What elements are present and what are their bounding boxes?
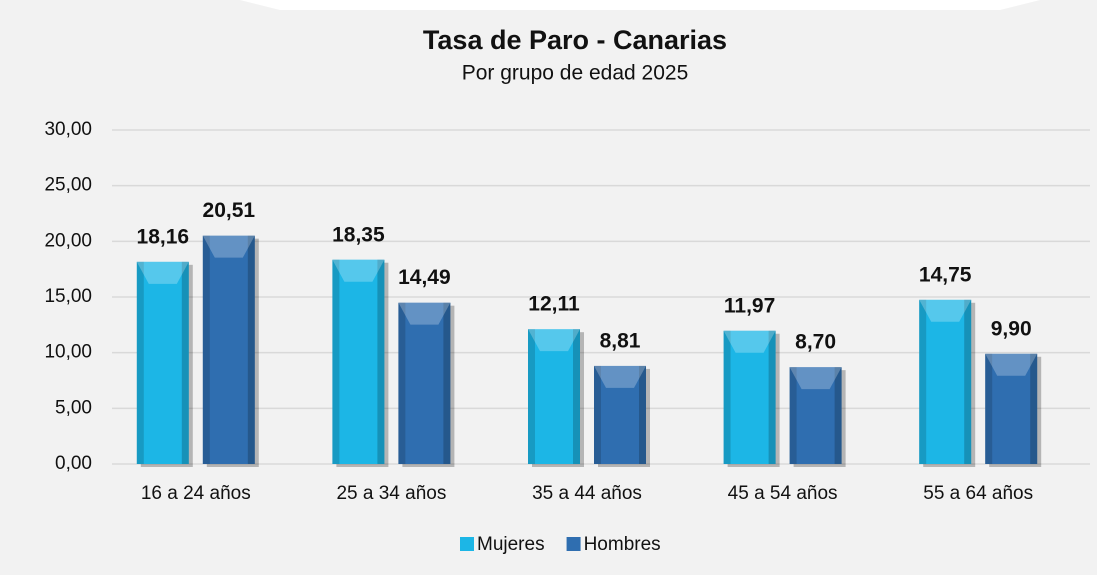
bar-edge <box>332 259 340 464</box>
bar <box>594 365 646 464</box>
x-tick-label: 45 a 54 años <box>728 483 838 504</box>
bar <box>202 235 255 464</box>
bar-edge <box>594 365 601 464</box>
bar-edge <box>964 299 972 464</box>
y-tick-label: 5,00 <box>55 397 92 418</box>
bar-edge <box>789 367 797 464</box>
bar <box>919 299 972 464</box>
bar-bevel <box>332 259 385 282</box>
chart-title: Tasa de Paro - Canarias <box>423 25 727 55</box>
bar-bevel <box>594 365 646 388</box>
data-label: 11,97 <box>724 294 775 317</box>
data-label: 9,90 <box>991 317 1032 340</box>
bar <box>985 353 1038 464</box>
data-label: 12,11 <box>528 293 580 316</box>
y-tick-label: 10,00 <box>44 342 92 363</box>
bar-edge <box>247 235 255 464</box>
bar-bevel <box>985 353 1038 376</box>
bar <box>398 302 451 464</box>
bar-edge <box>377 259 385 464</box>
x-tick-label: 35 a 44 años <box>532 483 642 504</box>
y-tick-label: 25,00 <box>44 175 92 196</box>
legend-label: Hombres <box>584 534 661 555</box>
decoration <box>240 0 1040 10</box>
bar <box>789 367 842 464</box>
bar-edge <box>768 330 776 464</box>
bar <box>528 329 580 464</box>
y-tick-label: 15,00 <box>44 286 92 307</box>
y-tick-label: 30,00 <box>44 119 92 140</box>
bar-edge <box>443 302 451 464</box>
data-label: 8,81 <box>600 329 641 352</box>
data-label: 20,51 <box>203 199 256 222</box>
bar-bevel <box>919 299 972 322</box>
bar <box>136 261 189 464</box>
bar-bevel <box>723 330 776 353</box>
bar <box>332 259 385 464</box>
legend-label: Mujeres <box>477 534 545 555</box>
legend-swatch <box>566 537 581 551</box>
bar-bevel <box>528 329 580 352</box>
bar-bevel <box>789 367 842 390</box>
bar <box>723 330 776 464</box>
data-label: 14,75 <box>919 263 972 286</box>
legend-swatch <box>460 537 474 551</box>
bar-edge <box>919 299 927 464</box>
bar-bevel <box>136 261 189 284</box>
x-tick-label: 25 a 34 años <box>336 483 446 504</box>
chart-subtitle: Por grupo de edad 2025 <box>462 62 689 85</box>
data-label: 8,70 <box>795 331 836 354</box>
bar-edge <box>1030 353 1038 464</box>
bar-edge <box>723 330 731 464</box>
bar-edge <box>181 261 189 464</box>
y-tick-label: 0,00 <box>55 453 92 474</box>
x-tick-label: 16 a 24 años <box>141 483 251 504</box>
data-label: 18,35 <box>332 223 385 246</box>
bar-bevel <box>202 235 255 258</box>
bar-edge <box>202 235 210 464</box>
bar-bevel <box>398 302 451 325</box>
bar-edge <box>834 367 842 464</box>
bar-edge <box>985 353 993 464</box>
data-label: 18,16 <box>137 225 190 248</box>
y-tick-label: 20,00 <box>44 230 92 251</box>
bar-edge <box>573 329 580 464</box>
bar-edge <box>528 329 535 464</box>
bar-edge <box>639 365 646 464</box>
data-label: 14,49 <box>398 266 451 289</box>
bar-edge <box>398 302 406 464</box>
bar-edge <box>136 261 144 464</box>
x-tick-label: 55 a 64 años <box>923 483 1033 504</box>
